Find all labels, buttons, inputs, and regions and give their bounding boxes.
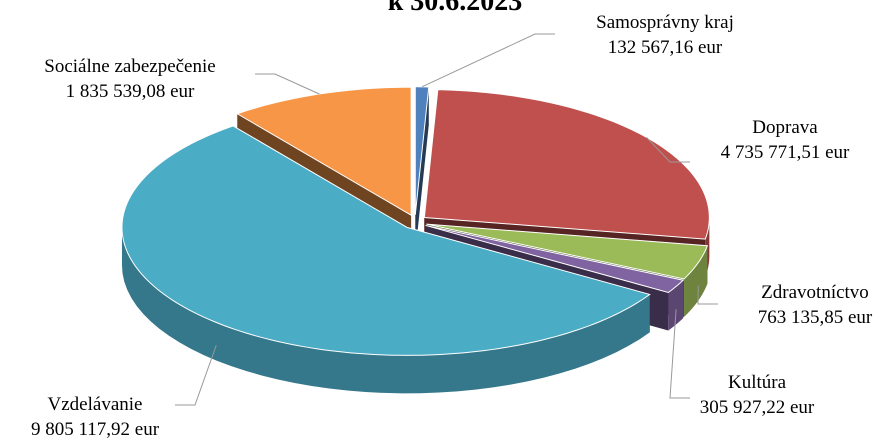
leader-line [646, 136, 690, 163]
data-label-name: Kultúra [728, 372, 787, 393]
slice [121, 125, 651, 356]
slice [425, 224, 685, 294]
data-label-name: Samosprávny kraj [596, 12, 734, 33]
slice-side [684, 245, 708, 317]
slice-tops [121, 86, 710, 356]
slice [236, 86, 412, 217]
slice [414, 86, 430, 215]
data-label-name: Doprava [752, 117, 818, 138]
leader-line [697, 285, 718, 305]
data-label-value: 132 567,16 eur [608, 37, 723, 58]
slice [426, 223, 709, 280]
slice-side [415, 86, 429, 253]
slice-side [668, 280, 684, 331]
leader-line [175, 345, 217, 406]
slice-side [121, 227, 650, 394]
data-label-value: 4 735 771,51 eur [721, 142, 850, 163]
leader-line [669, 309, 690, 399]
leader-line [421, 33, 555, 88]
data-label-name: Vzdelávanie [48, 394, 143, 415]
data-label-value: 305 927,22 eur [700, 397, 815, 418]
chart-title: k 30.6.2023 [388, 0, 523, 17]
data-label-value: 9 805 117,92 eur [31, 419, 160, 440]
data-label-name: Sociálne zabezpečenie [44, 56, 215, 77]
slice [423, 89, 710, 240]
data-label-value: 763 135,85 eur [758, 307, 873, 328]
data-label-value: 1 835 539,08 eur [66, 81, 195, 102]
data-label-name: Zdravotníctvo [761, 282, 869, 303]
leader-line [255, 73, 320, 95]
